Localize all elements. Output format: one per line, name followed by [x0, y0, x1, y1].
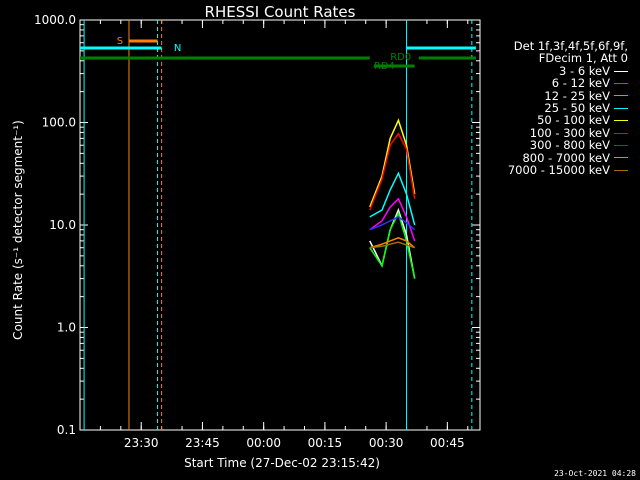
legend-swatch — [614, 107, 628, 109]
orange-flag-label: S — [117, 36, 123, 47]
x-tick-label: 23:30 — [124, 436, 159, 450]
series-line-5 — [369, 132, 416, 211]
green-flag-label-top: RD0 — [390, 52, 411, 63]
series-line-1 — [369, 197, 416, 242]
legend-entry-label: 800 - 7000 keV — [522, 150, 610, 165]
tick-labels: 23:30 23:45 00:00 00:15 00:30 00:45 0.1 1.0 10.0… — [34, 13, 465, 450]
series-line-6 — [369, 216, 416, 231]
x-tick-label: 23:45 — [185, 436, 220, 450]
legend-entry-label: 7000 - 15000 keV — [507, 163, 610, 178]
legend-swatch — [614, 157, 628, 159]
legend-entry: 12 - 25 keV — [482, 88, 628, 103]
series-line-7 — [369, 236, 416, 249]
legend-swatch — [614, 144, 628, 146]
x-tick-label: 00:30 — [369, 436, 404, 450]
series-line-3 — [369, 171, 416, 226]
x-axis-label: Start Time (27-Dec-02 23:15:42) — [184, 456, 380, 470]
legend-entry-label: 25 - 50 keV — [544, 101, 610, 116]
legend-entry-label: 6 - 12 keV — [551, 76, 610, 91]
y-tick-label: 10.0 — [49, 218, 76, 232]
plot-frame — [79, 19, 481, 431]
x-tick-label: 00:45 — [430, 436, 465, 450]
x-tick-label: 00:15 — [308, 436, 343, 450]
legend-entry: 7000 - 15000 keV — [482, 164, 628, 176]
legend-entry-label: 50 - 100 keV — [537, 113, 610, 128]
time-markers — [83, 20, 473, 430]
chart-title: RHESSI Count Rates — [205, 3, 356, 21]
y-tick-label: 100.0 — [42, 116, 76, 130]
cyan-flag-label: N — [174, 43, 181, 54]
series-line-8 — [369, 241, 415, 249]
legend-entry-label: 12 - 25 keV — [544, 88, 610, 103]
legend-entry: 300 - 800 keV — [482, 138, 628, 153]
legend-header-line-2: FDecim 1, Att 0 — [538, 51, 628, 66]
legend-entry-label: 3 - 6 keV — [559, 63, 610, 78]
legend-swatch — [614, 82, 628, 84]
x-tick-label: 00:00 — [246, 436, 281, 450]
legend-entry: 3 - 6 keV — [482, 63, 628, 78]
legend-entry-label: 300 - 800 keV — [529, 138, 610, 153]
legend-swatch — [614, 95, 628, 97]
legend-entry: 100 - 300 keV — [482, 125, 628, 140]
legend-swatch — [614, 70, 628, 72]
green-flag-label-bottom: RD4 — [374, 61, 395, 72]
legend-entry: 50 - 100 keV — [482, 113, 628, 128]
legend-swatch — [614, 132, 628, 134]
plot-axes — [79, 19, 481, 431]
y-tick-label: 1000.0 — [34, 13, 76, 27]
legend-swatch — [614, 169, 628, 171]
legend: Det 1f,3f,4f,5f,6f,9f, FDecim 1, Att 0 3… — [482, 40, 628, 176]
legend-swatch — [614, 120, 628, 122]
generation-timestamp: 23-Oct-2021 04:28 — [554, 469, 636, 478]
legend-header-line-1: Det 1f,3f,4f,5f,6f,9f, — [513, 39, 628, 53]
legend-entries: 3 - 6 keV 6 - 12 keV 12 - 25 keV 25 - 50 ke… — [482, 63, 628, 176]
legend-entry: 800 - 7000 keV — [482, 150, 628, 165]
series-lines — [369, 118, 416, 279]
y-tick-label: 0.1 — [57, 423, 76, 437]
legend-entry-label: 100 - 300 keV — [529, 125, 610, 140]
series-line-2 — [369, 211, 416, 279]
y-axis-label: Count Rate (s⁻¹ detector segment⁻¹) — [11, 120, 25, 340]
legend-entry: 6 - 12 keV — [482, 76, 628, 91]
legend-entry: 25 - 50 keV — [482, 102, 628, 114]
y-tick-label: 1.0 — [57, 321, 76, 335]
